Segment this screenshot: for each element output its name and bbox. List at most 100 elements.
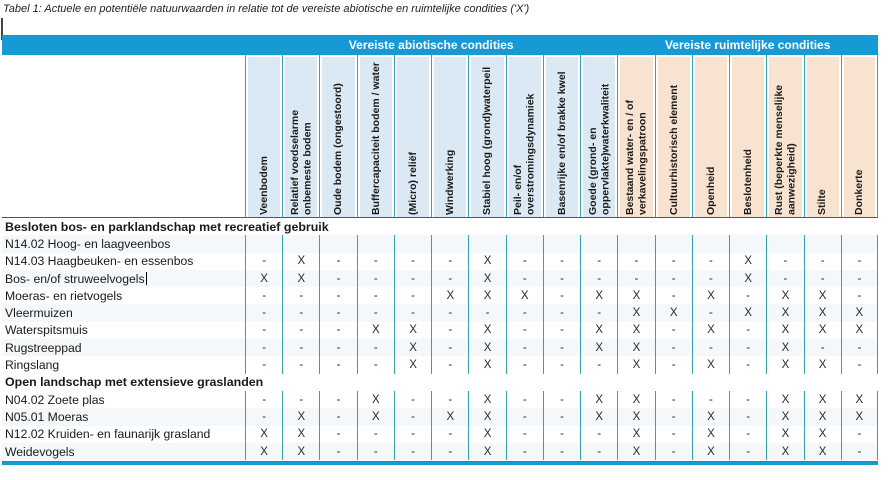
value-cell: -: [319, 442, 357, 461]
row-label: N14.02 Hoog- en laagveenbos: [2, 235, 245, 253]
value-cell: -: [729, 390, 767, 409]
value-cell: X: [356, 321, 394, 340]
value-cell: X: [245, 269, 283, 288]
value-cell: -: [542, 442, 581, 461]
value-cell: X: [766, 339, 804, 357]
row-label: Weidevogels: [2, 442, 245, 461]
value-cell: X: [356, 408, 394, 426]
value-cell: X: [803, 390, 841, 409]
value-cell: -: [319, 425, 357, 443]
value-cell: -: [766, 269, 804, 288]
column-header-label: Peil- en/of overstromingsdynamiek: [512, 93, 537, 215]
value-cell: [356, 235, 394, 253]
column-header-label: Rust (beperkte menselijke aanwezigheid): [773, 84, 798, 215]
value-cell: [840, 235, 878, 253]
value-cell: -: [319, 339, 357, 357]
value-cell: -: [766, 252, 804, 270]
column-header-label: Bestaand water- en / of verkavelingspatr…: [624, 100, 649, 215]
column-header-label: Openheid: [704, 166, 717, 215]
value-cell: X: [617, 321, 655, 340]
left-margin-mark: [1, 18, 3, 40]
value-cell: -: [245, 408, 283, 426]
value-cell: -: [729, 321, 767, 340]
value-cell: -: [505, 356, 543, 374]
row-label: Vleermuizen: [2, 304, 245, 322]
value-cell: -: [356, 339, 394, 357]
value-cell: X: [282, 269, 320, 288]
value-cell: -: [654, 269, 692, 288]
value-cell: X: [393, 339, 432, 357]
value-cell: X: [729, 269, 767, 288]
value-cell: X: [468, 442, 506, 461]
value-cell: -: [729, 356, 767, 374]
value-cell: [393, 235, 432, 253]
value-cell: -: [691, 390, 730, 409]
value-cell: -: [542, 287, 581, 305]
value-cell: -: [617, 269, 655, 288]
value-cell: [654, 235, 692, 253]
value-cell: X: [580, 287, 618, 305]
column-header-label: Stabiel hoog (grond)waterpeil: [481, 66, 494, 215]
column-header: Oude bodem (ongestoord): [319, 55, 357, 218]
value-cell: -: [654, 408, 692, 426]
value-cell: -: [542, 339, 581, 357]
value-cell: X: [468, 339, 506, 357]
value-cell: -: [245, 339, 283, 357]
value-cell: -: [282, 304, 320, 322]
value-cell: -: [617, 252, 655, 270]
value-cell: X: [617, 442, 655, 461]
column-header: Rust (beperkte menselijke aanwezigheid): [766, 55, 804, 218]
value-cell: X: [245, 442, 283, 461]
value-cell: [431, 235, 469, 253]
value-cell: -: [245, 390, 283, 409]
value-cell: X: [803, 287, 841, 305]
value-cell: -: [840, 252, 878, 270]
value-cell: -: [356, 252, 394, 270]
value-cell: -: [580, 356, 618, 374]
value-cell: -: [654, 425, 692, 443]
value-cell: X: [617, 425, 655, 443]
value-cell: X: [840, 304, 878, 322]
value-cell: X: [691, 408, 730, 426]
value-cell: X: [580, 390, 618, 409]
value-cell: -: [431, 269, 469, 288]
value-cell: -: [542, 252, 581, 270]
value-cell: -: [840, 425, 878, 443]
value-cell: X: [580, 408, 618, 426]
value-cell: -: [505, 390, 543, 409]
value-cell: -: [245, 304, 283, 322]
value-cell: -: [319, 287, 357, 305]
value-cell: X: [617, 356, 655, 374]
value-cell: X: [393, 321, 432, 340]
value-cell: -: [542, 269, 581, 288]
value-cell: -: [803, 252, 841, 270]
value-cell: -: [729, 425, 767, 443]
value-cell: X: [617, 304, 655, 322]
value-cell: -: [319, 252, 357, 270]
value-cell: X: [691, 425, 730, 443]
value-cell: X: [393, 356, 432, 374]
value-cell: X: [431, 287, 469, 305]
value-cell: X: [282, 408, 320, 426]
value-cell: -: [319, 408, 357, 426]
column-header: Windwerking: [431, 55, 469, 218]
value-cell: -: [729, 339, 767, 357]
value-cell: -: [840, 339, 878, 357]
value-cell: -: [654, 287, 692, 305]
value-cell: -: [654, 252, 692, 270]
value-cell: X: [840, 408, 878, 426]
value-cell: -: [319, 321, 357, 340]
text-cursor: [145, 272, 147, 286]
value-cell: X: [468, 269, 506, 288]
value-cell: -: [431, 390, 469, 409]
value-cell: -: [431, 356, 469, 374]
column-header: Beslotenheid: [729, 55, 767, 218]
value-cell: X: [617, 408, 655, 426]
group-header-abiotic: Vereiste abiotische condities: [245, 35, 618, 55]
value-cell: X: [282, 252, 320, 270]
value-cell: X: [468, 252, 506, 270]
value-cell: -: [840, 269, 878, 288]
value-cell: X: [468, 321, 506, 340]
value-cell: -: [505, 339, 543, 357]
value-cell: X: [766, 356, 804, 374]
